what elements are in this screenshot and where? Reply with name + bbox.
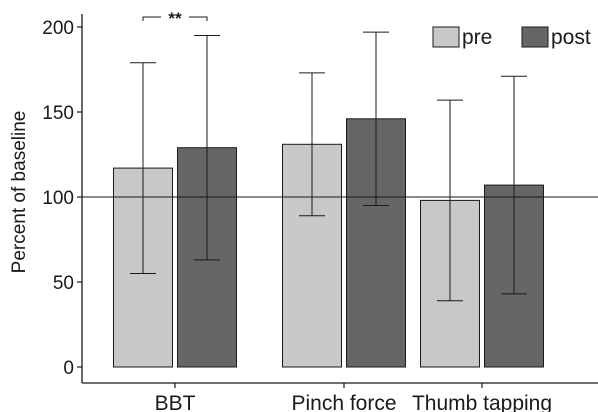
y-tick-label: 150 xyxy=(42,103,74,124)
legend-label-pre: pre xyxy=(462,26,492,49)
legend-swatch-post xyxy=(521,26,549,48)
legend-swatch-pre xyxy=(432,26,460,48)
y-tick-label: 50 xyxy=(53,273,74,294)
axes-layer: 0 50 100 150 200 BBT Pinch force Thumb tapping xyxy=(42,14,598,412)
x-tick-label: BBT xyxy=(155,392,196,412)
annotations-layer: ** xyxy=(142,9,208,28)
x-tick-label: Thumb tapping xyxy=(412,392,552,412)
y-tick-label: 200 xyxy=(42,18,74,39)
bars-layer xyxy=(113,118,544,368)
y-tick-label: 0 xyxy=(63,358,74,379)
legend-label-post: post xyxy=(551,26,591,49)
error-bars-layer xyxy=(130,31,527,302)
y-axis-title: Percent of baseline xyxy=(9,111,30,274)
y-tick-label: 100 xyxy=(42,188,74,209)
significance-bracket xyxy=(142,16,208,21)
legend: pre post xyxy=(432,26,591,49)
x-tick-label: Pinch force xyxy=(291,392,396,412)
significance-label: ** xyxy=(168,9,182,28)
